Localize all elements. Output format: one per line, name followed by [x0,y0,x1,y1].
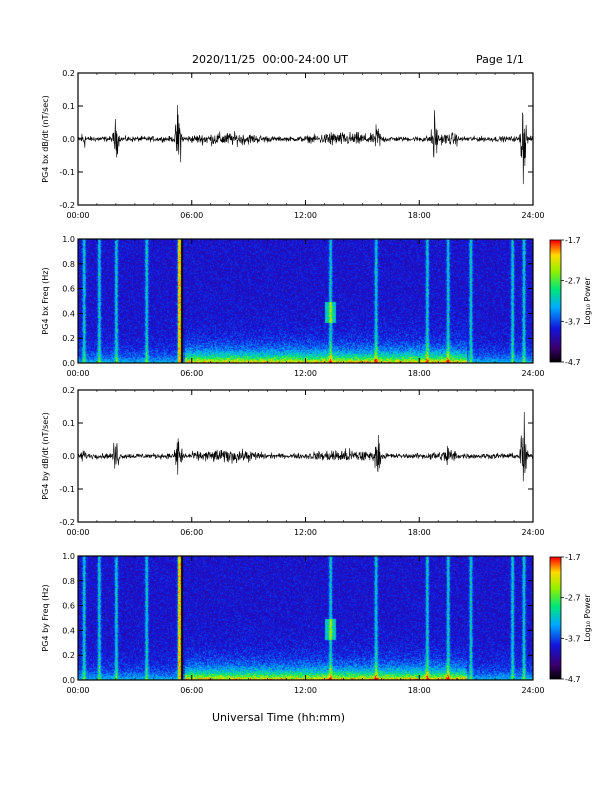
colorbar-tick-label-1-3: -4.7 [565,358,581,367]
x-tick-label-2-2: 12:00 [294,528,317,537]
y-tick-label-3-4: 0.8 [62,577,75,586]
y-tick-label-3-3: 0.6 [62,602,75,611]
y-tick-label-0-4: 0.2 [62,69,75,78]
by-spectrogram-image [78,556,533,680]
colorbar-tick-label-1-1: -2.7 [565,277,581,286]
x-tick-label-3-1: 06:00 [180,686,203,695]
x-tick-label-0-2: 12:00 [294,211,317,220]
trace-line-0 [77,104,534,185]
y-tick-label-3-5: 1.0 [62,552,75,561]
x-tick-label-1-4: 24:00 [521,369,544,378]
trace-line-2 [77,412,534,482]
x-tick-label-1-2: 12:00 [294,369,317,378]
colorbar-label-1: Log₁₀ Power [583,277,592,325]
x-tick-label-3-2: 12:00 [294,686,317,695]
bx-colorbar-image [550,240,561,362]
by-colorbar-image [550,557,561,679]
x-tick-label-3-3: 18:00 [408,686,431,695]
colorbar-frame-3 [549,556,562,680]
x-tick-label-0-4: 24:00 [521,211,544,220]
y-tick-label-2-0: -0.2 [59,518,75,527]
x-tick-label-0-3: 18:00 [408,211,431,220]
y-tick-label-0-3: 0.1 [62,102,75,111]
y-tick-label-1-5: 1.0 [62,235,75,244]
colorbar-frame-1 [549,239,562,363]
y-tick-label-1-1: 0.2 [62,334,75,343]
page-title: 2020/11/25 00:00-24:00 UT [192,53,349,66]
x-tick-label-1-0: 00:00 [66,369,89,378]
bx-spectrogram-image [78,239,533,363]
y-tick-label-1-3: 0.6 [62,285,75,294]
colorbar-tick-label-3-3: -4.7 [565,675,581,684]
y-tick-label-2-2: 0.0 [62,452,75,461]
y-axis-label-2: PG4 by dB/dt (nT/sec) [41,412,50,499]
y-axis-label-0: PG4 bx dB/dt (nT/sec) [41,95,50,182]
y-tick-label-0-0: -0.2 [59,201,75,210]
y-tick-label-3-0: 0.0 [62,676,75,685]
y-tick-label-1-4: 0.8 [62,260,75,269]
colorbar-label-3: Log₁₀ Power [583,594,592,642]
y-tick-label-1-2: 0.4 [62,309,75,318]
y-axis-label-1: PG4 bx Freq (Hz) [41,267,50,334]
y-tick-label-3-1: 0.2 [62,651,75,660]
colorbar-tick-label-3-1: -2.7 [565,594,581,603]
colorbar-tick-label-3-0: -1.7 [565,553,581,562]
colorbar-tick-label-3-2: -3.7 [565,634,581,643]
x-tick-label-1-3: 18:00 [408,369,431,378]
x-tick-label-2-4: 24:00 [521,528,544,537]
x-tick-label-2-1: 06:00 [180,528,203,537]
plot-frame-3 [77,555,534,681]
x-tick-label-3-4: 24:00 [521,686,544,695]
y-tick-label-1-0: 0.0 [62,359,75,368]
x-tick-label-2-0: 00:00 [66,528,89,537]
colorbar-tick-label-1-0: -1.7 [565,236,581,245]
x-tick-label-0-0: 00:00 [66,211,89,220]
x-tick-label-3-0: 00:00 [66,686,89,695]
colorbar-tick-label-1-2: -3.7 [565,317,581,326]
y-tick-label-0-1: -0.1 [59,168,75,177]
plot-frame-1 [77,238,534,364]
y-tick-label-3-2: 0.4 [62,626,75,635]
page-number: Page 1/1 [476,53,524,66]
x-tick-label-1-1: 06:00 [180,369,203,378]
x-tick-label-0-1: 06:00 [180,211,203,220]
y-tick-label-2-4: 0.2 [62,386,75,395]
y-axis-label-3: PG4 by Freq (Hz) [41,584,50,651]
y-tick-label-0-2: 0.0 [62,135,75,144]
x-tick-label-2-3: 18:00 [408,528,431,537]
x-axis-title: Universal Time (hh:mm) [212,711,345,724]
y-tick-label-2-1: -0.1 [59,485,75,494]
y-tick-label-2-3: 0.1 [62,419,75,428]
